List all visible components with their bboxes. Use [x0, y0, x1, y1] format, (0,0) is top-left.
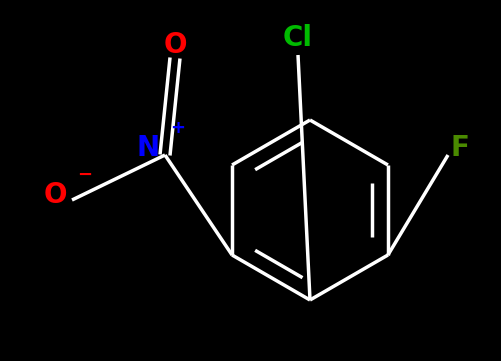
Text: O: O: [43, 181, 67, 209]
Text: +: +: [170, 119, 185, 137]
Text: Cl: Cl: [283, 24, 313, 52]
Text: N: N: [136, 134, 159, 162]
Text: −: −: [78, 166, 93, 184]
Text: F: F: [450, 134, 469, 162]
Text: O: O: [163, 31, 187, 59]
